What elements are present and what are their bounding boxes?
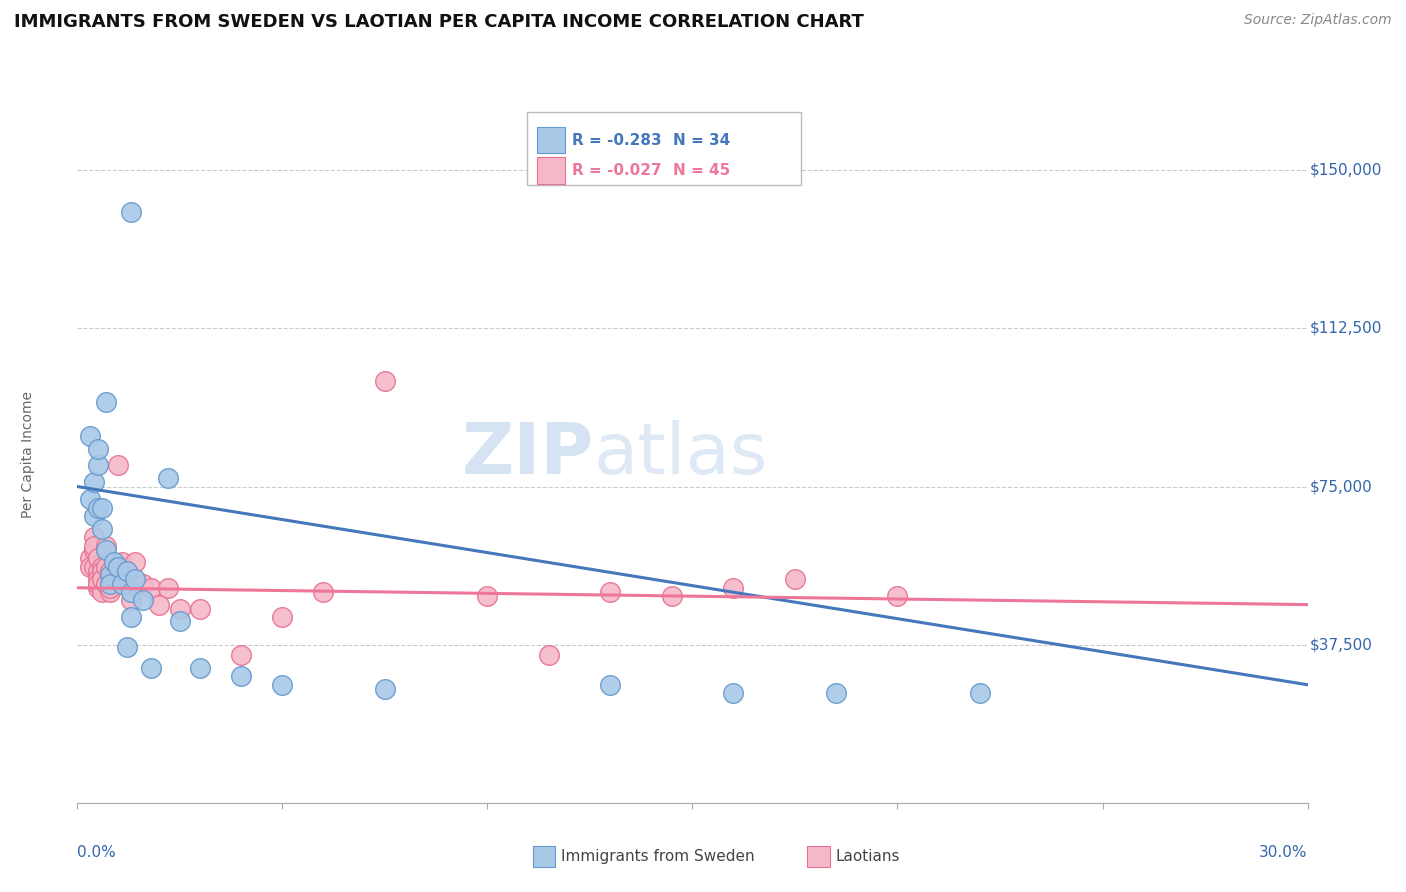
Text: Immigrants from Sweden: Immigrants from Sweden (561, 849, 755, 863)
Point (111, 576, 134, 591)
Point (723, 581, 745, 595)
Point (537, 648, 560, 663)
Point (120, 205, 142, 219)
Point (124, 556, 146, 570)
Point (141, 661, 163, 675)
Point (120, 610, 142, 624)
Point (132, 576, 155, 591)
Point (87, 581, 110, 595)
Point (79, 429, 101, 443)
Point (98, 581, 121, 595)
Point (103, 564, 125, 578)
Point (87, 551, 110, 566)
Text: atlas: atlas (595, 420, 769, 490)
Point (83, 559, 105, 574)
Point (231, 648, 253, 663)
Point (188, 602, 212, 616)
Point (156, 581, 179, 595)
Point (98, 585, 121, 599)
Point (783, 572, 806, 586)
Text: IMMIGRANTS FROM SWEDEN VS LAOTIAN PER CAPITA INCOME CORRELATION CHART: IMMIGRANTS FROM SWEDEN VS LAOTIAN PER CA… (14, 13, 863, 31)
Point (94, 576, 117, 591)
Point (98, 568, 121, 582)
Point (87, 572, 110, 586)
Point (969, 686, 991, 700)
Point (94, 559, 117, 574)
Point (87, 564, 110, 578)
Point (90, 522, 114, 536)
Point (98, 576, 121, 591)
Text: $75,000: $75,000 (1310, 479, 1372, 494)
Point (115, 640, 138, 654)
Point (87, 458, 110, 473)
Point (103, 556, 125, 570)
Point (79, 559, 101, 574)
Text: R = -0.283: R = -0.283 (572, 133, 662, 147)
Point (107, 458, 129, 473)
Text: N = 45: N = 45 (673, 163, 731, 178)
Point (312, 585, 335, 599)
Point (90, 572, 114, 586)
Point (79, 492, 101, 507)
Text: $112,500: $112,500 (1310, 321, 1382, 336)
Point (107, 559, 129, 574)
Point (94, 539, 117, 553)
Point (94, 395, 117, 409)
Point (169, 602, 191, 616)
Point (90, 559, 114, 574)
Point (374, 374, 396, 388)
Point (115, 564, 138, 578)
Text: $150,000: $150,000 (1310, 163, 1382, 178)
Point (188, 661, 212, 675)
Point (141, 581, 163, 595)
Point (98, 576, 121, 591)
Text: Source: ZipAtlas.com: Source: ZipAtlas.com (1244, 13, 1392, 28)
Point (111, 556, 134, 570)
Point (83, 475, 105, 490)
Point (599, 585, 621, 599)
Point (124, 572, 146, 586)
Point (723, 686, 745, 700)
Text: 30.0%: 30.0% (1260, 845, 1308, 860)
Point (156, 471, 179, 485)
Point (94, 542, 117, 557)
Text: $37,500: $37,500 (1310, 637, 1372, 652)
Text: ZIP: ZIP (461, 420, 595, 490)
Text: R = -0.027: R = -0.027 (572, 163, 662, 178)
Point (599, 678, 621, 692)
Text: Per Capita Income: Per Capita Income (21, 392, 35, 518)
Point (87, 500, 110, 515)
Point (90, 500, 114, 515)
Text: 0.0%: 0.0% (77, 845, 117, 860)
Point (132, 593, 155, 607)
Point (169, 615, 191, 629)
Point (87, 576, 110, 591)
Point (83, 530, 105, 544)
Point (148, 598, 170, 612)
Point (83, 509, 105, 524)
Point (661, 589, 683, 603)
Point (825, 686, 848, 700)
Text: Laotians: Laotians (835, 849, 900, 863)
Point (79, 551, 101, 566)
Point (115, 576, 138, 591)
Point (477, 589, 499, 603)
Point (886, 589, 908, 603)
Point (83, 542, 105, 557)
Point (90, 564, 114, 578)
Point (271, 610, 294, 624)
Point (87, 442, 110, 456)
Point (374, 681, 396, 696)
Point (83, 539, 105, 553)
Point (98, 564, 121, 578)
Point (90, 585, 114, 599)
Point (271, 678, 294, 692)
Text: N = 34: N = 34 (673, 133, 731, 147)
Point (120, 585, 142, 599)
Point (120, 593, 142, 607)
Point (231, 669, 253, 683)
